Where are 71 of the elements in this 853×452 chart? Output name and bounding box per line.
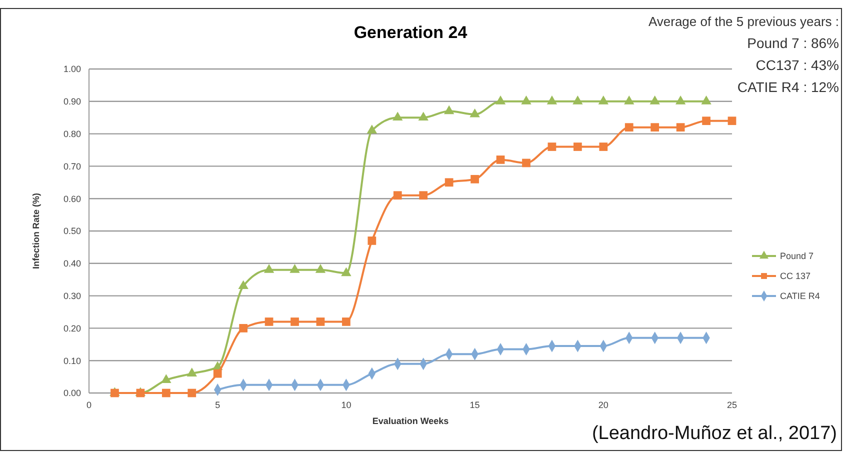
point <box>290 264 300 273</box>
point <box>342 318 350 326</box>
point <box>162 388 170 398</box>
y-tick-label: 0.40 <box>63 258 81 269</box>
point <box>341 267 352 276</box>
point <box>599 142 608 151</box>
legend-label: CATIE R4 <box>780 291 820 302</box>
point <box>316 318 325 326</box>
y-tick-label: 0.10 <box>63 356 81 366</box>
x-tick-label: 5 <box>215 400 220 410</box>
point <box>393 191 402 200</box>
point <box>521 96 532 104</box>
point <box>496 156 505 164</box>
point <box>702 116 710 126</box>
point <box>315 264 326 273</box>
point <box>188 388 196 398</box>
point <box>548 142 556 151</box>
y-tick-label: 0.00 <box>63 388 81 398</box>
y-axis-title: Infection Rate (%) <box>31 192 41 270</box>
point <box>392 112 403 121</box>
point <box>264 318 274 326</box>
point <box>470 174 479 184</box>
point <box>675 96 686 104</box>
x-tick-label: 15 <box>470 400 480 410</box>
y-tick-label: 0.60 <box>63 194 81 204</box>
point <box>676 123 685 132</box>
legend-label: Pound 7 <box>780 251 814 262</box>
point <box>470 108 480 118</box>
y-tick-label: 0.50 <box>63 226 81 236</box>
point <box>573 142 582 151</box>
point <box>701 96 712 104</box>
point <box>495 96 506 104</box>
point <box>444 105 454 114</box>
text: (Leandro-Muñoz et al., 2017) <box>592 423 837 444</box>
point <box>186 368 197 377</box>
x-tick-label: 0 <box>86 400 92 410</box>
point <box>368 236 376 245</box>
point <box>238 280 248 290</box>
point <box>239 324 248 332</box>
y-tick-label: 0.20 <box>63 323 81 334</box>
y-tick-label: 0.70 <box>63 161 81 172</box>
point <box>264 264 274 273</box>
text: CATIE R4 : 12% <box>737 79 839 95</box>
x-tick-label: 20 <box>598 400 608 410</box>
text: CC137 : 43% <box>756 57 839 73</box>
point <box>418 112 428 121</box>
point <box>650 96 660 104</box>
y-tick-label: 0.90 <box>63 96 81 107</box>
text: Average of the 5 previous years : <box>648 14 839 29</box>
x-tick-label: 10 <box>341 400 352 410</box>
point <box>522 158 530 168</box>
y-tick-label: 1.00 <box>63 64 81 74</box>
point <box>650 123 660 132</box>
y-tick-label: 0.30 <box>63 290 81 301</box>
point <box>444 178 454 187</box>
x-axis-title: Evaluation Weeks <box>372 416 449 426</box>
chart-title: Generation 24 <box>354 23 468 42</box>
point <box>624 123 634 132</box>
y-tick-label: 0.80 <box>63 128 81 139</box>
point <box>290 318 299 326</box>
legend-label: CC 137 <box>780 271 811 282</box>
point <box>546 96 558 104</box>
x-tick-label: 25 <box>726 400 738 410</box>
point <box>572 96 583 104</box>
point <box>598 96 608 104</box>
point <box>213 369 222 378</box>
point <box>728 116 736 126</box>
text: Pound 7 : 86% <box>747 35 839 51</box>
point <box>419 191 428 200</box>
point <box>624 96 634 104</box>
point <box>366 124 378 134</box>
